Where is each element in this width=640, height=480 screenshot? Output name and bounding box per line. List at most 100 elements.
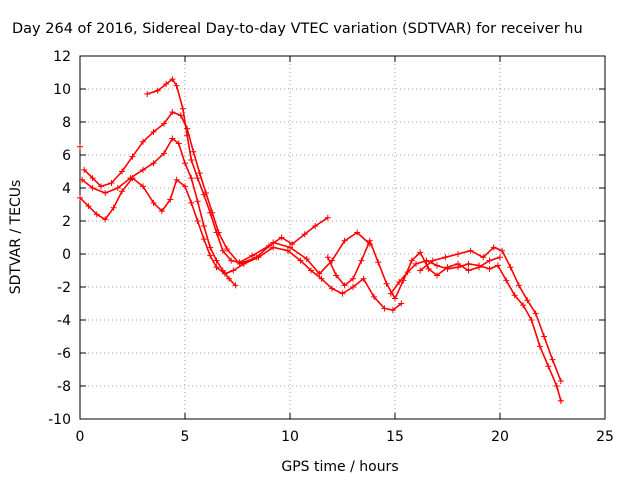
y-tick-label: -6 [57,346,71,362]
data-point [499,247,506,254]
data-point [194,218,201,224]
data-point [140,166,146,173]
data-point [442,254,449,261]
y-tick-label: -10 [48,412,71,428]
data-point [398,300,405,307]
series-trace-e [324,237,503,302]
data-point [434,272,440,279]
data-point [284,247,291,254]
data-point [278,234,285,241]
data-point [536,343,543,350]
grid [80,56,605,419]
data-point [140,138,146,145]
data-point [140,183,146,190]
y-tick-label: -4 [57,313,71,329]
data-point [114,185,121,191]
data-point [119,168,125,175]
data-point [203,189,209,196]
data-series [77,76,564,404]
series-line-trace-f [390,259,562,402]
data-point [188,175,195,182]
data-point [161,120,167,127]
data-point [196,170,203,177]
data-point [341,237,348,244]
data-point [169,109,176,116]
data-point [249,252,256,259]
data-point [429,257,436,264]
data-point [318,275,325,282]
data-point [434,262,440,269]
data-point [553,383,560,389]
y-tick-label: 8 [62,115,71,131]
data-point [423,257,430,264]
y-tick-label: 10 [53,82,71,98]
data-point [194,175,201,182]
data-point [173,176,180,183]
data-point [200,222,207,229]
data-point [177,112,184,119]
x-axis-label: GPS time / hours [281,459,398,475]
data-point [200,236,207,243]
data-point [541,333,548,340]
data-point [129,175,136,182]
y-tick-label: 12 [53,49,71,65]
data-point [366,237,373,244]
y-tick-label: -8 [57,379,71,395]
data-point [383,280,390,287]
data-point [467,247,474,254]
series-trace-b [144,76,331,266]
y-axis-label: SDTVAR / TECUs [8,180,24,295]
data-point [110,204,117,211]
data-point [194,198,201,205]
series-line-trace-b [146,78,329,264]
x-tick-label: 15 [386,429,404,445]
y-tick-label: 4 [62,181,71,197]
data-point [371,293,377,300]
plot-frame [79,55,606,420]
data-point [396,279,403,286]
data-point [557,378,564,385]
data-point [480,254,487,261]
data-point [333,272,340,279]
x-tick-label: 25 [596,429,614,445]
data-point [387,290,394,297]
data-point [297,257,304,264]
data-point [102,189,109,196]
data-point [184,125,191,132]
data-point [557,397,564,404]
data-point [169,76,176,83]
data-point [413,260,419,267]
series-trace-g [417,244,564,385]
data-point [301,231,308,238]
data-point [341,282,348,289]
x-tick-label: 5 [181,429,190,445]
data-point [213,257,220,264]
data-point [350,275,356,282]
data-point [417,249,424,256]
data-point [221,270,228,277]
data-point [129,153,136,160]
data-point [408,257,415,264]
data-point [324,214,331,221]
data-point [93,211,100,218]
data-point [476,262,482,269]
data-point [503,277,510,284]
data-point [289,241,296,248]
data-point [528,317,535,323]
series-line-trace-e [327,240,501,300]
data-point [219,247,226,254]
data-point [350,284,356,290]
data-point [158,208,165,215]
data-point [308,267,314,274]
data-point [312,222,319,229]
data-point [207,252,214,259]
data-point [465,267,472,274]
series-trace-d [77,175,405,314]
data-point [175,140,182,147]
data-point [545,363,552,370]
data-point [161,150,167,157]
x-tick-label: 20 [491,429,509,445]
data-point [515,282,522,289]
data-point [102,216,109,223]
